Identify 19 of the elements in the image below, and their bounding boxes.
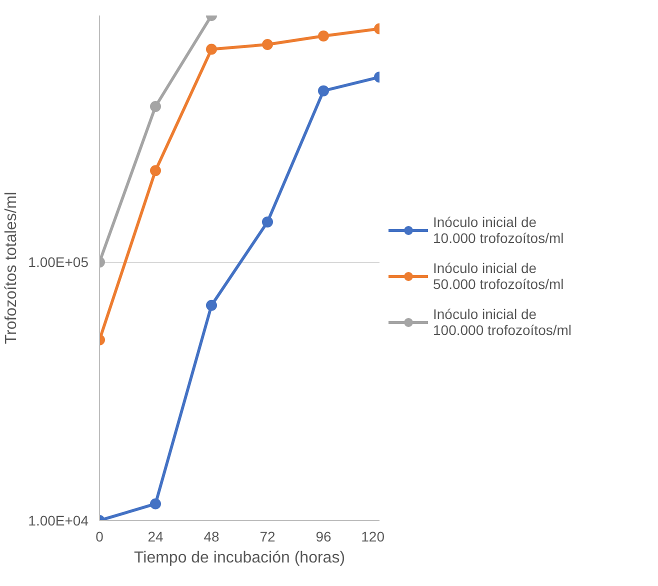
point — [206, 44, 217, 55]
x-tick-label: 96 — [316, 528, 332, 544]
x-tick-label: 24 — [148, 528, 164, 544]
x-axis-title: Tiempo de incubación (horas) — [134, 550, 346, 566]
x-tick-label: 72 — [260, 528, 276, 544]
point — [150, 165, 161, 176]
y-axis-title: Trofozoítos totales/ml — [3, 192, 20, 344]
point — [206, 300, 217, 311]
point — [150, 498, 161, 510]
x-tick-label: 120 — [361, 528, 385, 544]
point — [262, 216, 273, 228]
legend-label: Inóculo inicial de 50.000 trofozoítos/ml — [433, 260, 564, 292]
legend-label: Inóculo inicial de 100.000 trofozoítos/ml — [433, 306, 572, 338]
legend-label: Inóculo inicial de 10.000 trofozoítos/ml — [433, 214, 564, 246]
x-tick-label: 0 — [96, 528, 104, 544]
point — [262, 39, 273, 50]
x-tick-label: 48 — [204, 528, 220, 544]
y-tick-label: 1.00E+04 — [28, 512, 89, 528]
y-tick-label: 1.00E+05 — [28, 254, 89, 270]
